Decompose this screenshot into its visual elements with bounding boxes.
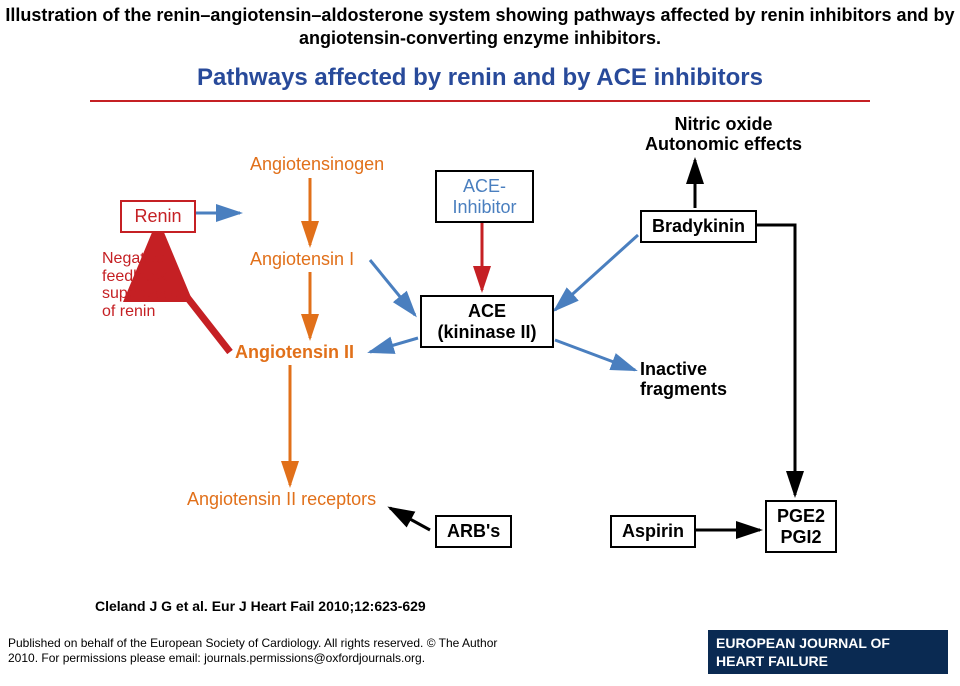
ace-box: ACE (kininase II) — [420, 295, 554, 348]
footer-left: Published on behalf of the European Soci… — [8, 636, 528, 666]
angiotensin2-receptors-label: Angiotensin II receptors — [187, 490, 376, 510]
nitric-oxide-label: Nitric oxide Autonomic effects — [645, 115, 802, 155]
renin-box: Renin — [120, 200, 196, 233]
footer-right: EUROPEAN JOURNAL OF HEART FAILURE — [708, 630, 948, 674]
aspirin-box: Aspirin — [610, 515, 696, 548]
figure: Pathways affected by renin and by ACE in… — [80, 60, 880, 590]
angiotensinogen-label: Angiotensinogen — [250, 155, 384, 175]
arbs-box: ARB's — [435, 515, 512, 548]
page-title: Illustration of the renin–angiotensin–al… — [0, 4, 960, 49]
pge2-box: PGE2 PGI2 — [765, 500, 837, 553]
bradykinin-box: Bradykinin — [640, 210, 757, 243]
angiotensin1-label: Angiotensin I — [250, 250, 354, 270]
citation: Cleland J G et al. Eur J Heart Fail 2010… — [95, 598, 426, 614]
ace-inhibitor-box: ACE- Inhibitor — [435, 170, 534, 223]
inactive-fragments-label: Inactive fragments — [640, 360, 727, 400]
negative-feedback-label: Negative feedback suppression of renin — [102, 250, 188, 320]
angiotensin2-label: Angiotensin II — [235, 343, 354, 363]
